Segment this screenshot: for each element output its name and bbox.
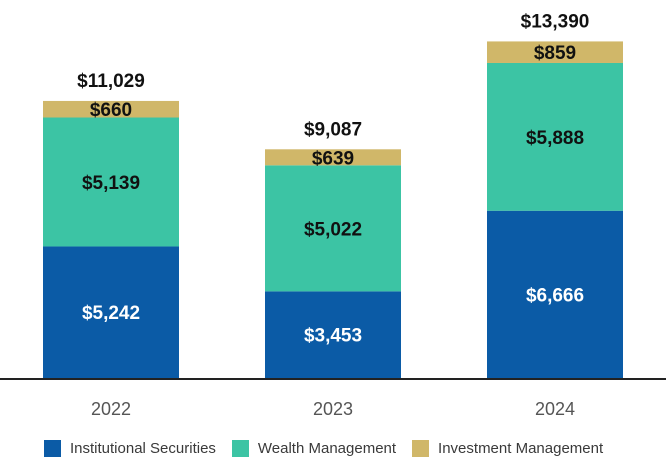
data-label-wealth-management-2023: $5,022 bbox=[304, 219, 362, 240]
data-label-wealth-management-2024: $5,888 bbox=[526, 128, 584, 149]
x-tick-label-2022: 2022 bbox=[91, 399, 131, 419]
bar-segment-institutional-securities-2023 bbox=[265, 291, 401, 378]
total-label-2022: $11,029 bbox=[77, 71, 145, 92]
legend-item-wealth-management: Wealth Management bbox=[231, 439, 397, 457]
x-tick-label-2023: 2023 bbox=[313, 399, 353, 419]
data-label-investment-management-2022: $660 bbox=[90, 100, 132, 121]
legend-swatch-institutional-securities bbox=[44, 439, 61, 457]
bar-segment-investment-management-2022 bbox=[43, 100, 179, 118]
legend-label-institutional-securities: Institutional Securities bbox=[70, 439, 216, 457]
total-label-2024: $13,390 bbox=[521, 11, 590, 32]
data-label-investment-management-2023: $639 bbox=[312, 148, 354, 169]
total-label-2023: $9,087 bbox=[304, 119, 362, 140]
legend: Institutional Securities Wealth Manageme… bbox=[44, 438, 619, 458]
legend-swatch-investment-management bbox=[412, 439, 430, 457]
legend-label-investment-management: Investment Management bbox=[438, 439, 604, 457]
bar-segment-investment-management-2024 bbox=[487, 41, 623, 63]
bar-segment-wealth-management-2024 bbox=[487, 62, 623, 211]
x-tick-label-2024: 2024 bbox=[535, 399, 575, 419]
data-label-institutional-securities-2022: $5,242 bbox=[82, 303, 140, 324]
bar-segment-wealth-management-2023 bbox=[265, 165, 401, 292]
data-label-investment-management-2024: $859 bbox=[534, 43, 576, 64]
bar-segment-institutional-securities-2024 bbox=[487, 210, 623, 378]
legend-swatch-wealth-management bbox=[231, 439, 249, 457]
data-label-institutional-securities-2023: $3,453 bbox=[304, 326, 362, 347]
data-label-wealth-management-2022: $5,139 bbox=[82, 173, 140, 194]
legend-label-wealth-management: Wealth Management bbox=[257, 439, 397, 457]
bar-segment-wealth-management-2022 bbox=[43, 117, 179, 247]
data-label-institutional-securities-2024: $6,666 bbox=[526, 285, 584, 306]
bar-segment-investment-management-2023 bbox=[265, 149, 401, 166]
legend-item-institutional-securities: Institutional Securities bbox=[44, 439, 216, 457]
legend-item-investment-management: Investment Management bbox=[412, 439, 604, 457]
bar-segment-institutional-securities-2022 bbox=[43, 246, 179, 378]
